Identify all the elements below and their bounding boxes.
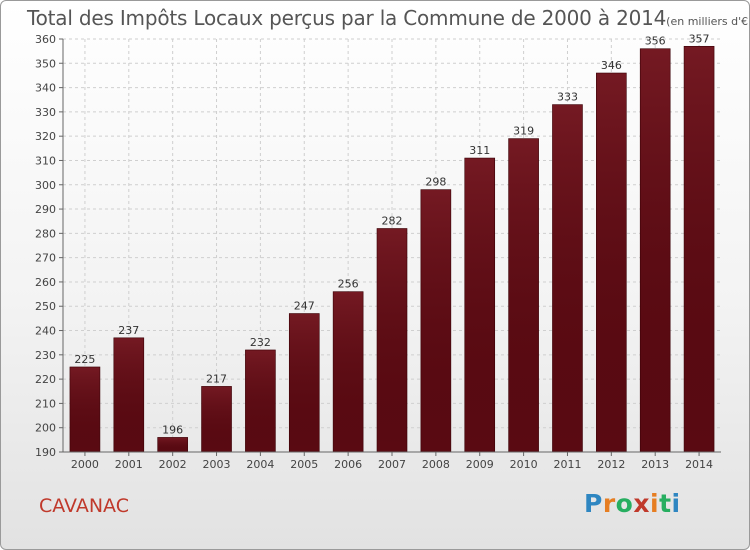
bar-value-label: 217 <box>206 372 227 385</box>
x-tick-label: 2011 <box>553 458 581 471</box>
bar-shade <box>596 73 627 452</box>
x-tick-label: 2012 <box>597 458 625 471</box>
bar-value-label: 356 <box>645 35 666 48</box>
bar-shade <box>377 228 407 452</box>
bar-shade <box>684 46 715 452</box>
y-tick-label: 200 <box>35 422 56 435</box>
x-tick-label: 2004 <box>246 458 274 471</box>
x-tick-label: 2008 <box>422 458 450 471</box>
logo-letter: r <box>602 489 616 518</box>
bar-shade <box>464 158 495 452</box>
y-tick-label: 300 <box>35 179 56 192</box>
x-tick-label: 2010 <box>510 458 538 471</box>
bar-value-label: 232 <box>250 336 271 349</box>
y-tick-label: 330 <box>35 106 56 119</box>
y-tick-label: 360 <box>35 33 56 46</box>
bar-shade <box>289 313 320 452</box>
logo-letter: o <box>615 489 634 518</box>
bar-shade <box>157 437 188 452</box>
logo-letter: i <box>650 489 660 518</box>
y-tick-label: 320 <box>35 130 56 143</box>
logo-letter: x <box>633 489 650 518</box>
bar-value-label: 237 <box>118 324 139 337</box>
bar-shade <box>333 291 364 452</box>
bar-value-label: 357 <box>689 32 710 45</box>
logo-letter: t <box>659 489 672 518</box>
bar-shade <box>508 138 539 452</box>
y-tick-label: 220 <box>35 373 56 386</box>
y-tick-label: 350 <box>35 57 56 70</box>
y-tick-label: 240 <box>35 325 56 338</box>
bar-value-label: 196 <box>162 423 183 436</box>
bar-value-label: 333 <box>557 91 578 104</box>
y-tick-label: 230 <box>35 349 56 362</box>
logo-letter: i <box>671 489 681 518</box>
y-tick-label: 310 <box>35 154 56 167</box>
x-axis: 2000 2001 2002 2003 2004 2005 2006 2007 2008 2009… <box>63 451 721 471</box>
x-tick-label: 2013 <box>641 458 669 471</box>
y-axis: 190 200 210 220 230 240 250 260 270 280 290 300 310 3… <box>35 33 64 459</box>
bar-shade <box>113 337 144 452</box>
bar-shade <box>640 48 671 452</box>
bar-value-label: 346 <box>601 59 622 72</box>
bar-shade <box>245 349 276 452</box>
x-tick-label: 2001 <box>115 458 143 471</box>
x-tick-label: 2005 <box>290 458 318 471</box>
bar-value-label: 311 <box>469 144 490 157</box>
chart-unit-label: (en milliers d'€) <box>666 15 750 28</box>
y-tick-label: 280 <box>35 227 56 240</box>
bar-value-label: 319 <box>513 125 534 138</box>
bar-shade <box>552 104 583 452</box>
bar-value-label: 256 <box>338 278 359 291</box>
x-tick-label: 2006 <box>334 458 362 471</box>
x-tick-label: 2003 <box>203 458 231 471</box>
y-tick-label: 210 <box>35 397 56 410</box>
chart-title-text: Total des Impôts Locaux perçus par la Co… <box>27 6 667 30</box>
y-tick-label: 290 <box>35 203 56 216</box>
bar-shade <box>69 366 100 452</box>
bar-shade <box>420 189 451 452</box>
x-tick-label: 2002 <box>159 458 187 471</box>
y-tick-label: 190 <box>35 446 56 459</box>
chart-title: Total des Impôts Locaux perçus par la Co… <box>27 6 750 30</box>
x-tick-label: 2000 <box>71 458 99 471</box>
bar-shade <box>201 386 232 452</box>
bar-value-label: 247 <box>294 300 315 313</box>
bar-value-label: 298 <box>425 176 446 189</box>
y-tick-label: 260 <box>35 276 56 289</box>
x-tick-label: 2007 <box>378 458 406 471</box>
commune-name: CAVANAC <box>39 495 129 517</box>
y-tick-label: 270 <box>35 252 56 265</box>
y-tick-label: 340 <box>35 82 56 95</box>
bars: 225 237 196 217 232 247 256 282 298 311 319 333 346 3… <box>69 32 715 453</box>
bar-value-label: 225 <box>74 353 95 366</box>
logo-letter: P <box>584 489 603 518</box>
proxiti-logo: Proxiti <box>584 489 681 518</box>
y-tick-label: 250 <box>35 300 56 313</box>
x-tick-label: 2009 <box>466 458 494 471</box>
bar-value-label: 282 <box>382 214 403 227</box>
x-tick-label: 2014 <box>685 458 713 471</box>
